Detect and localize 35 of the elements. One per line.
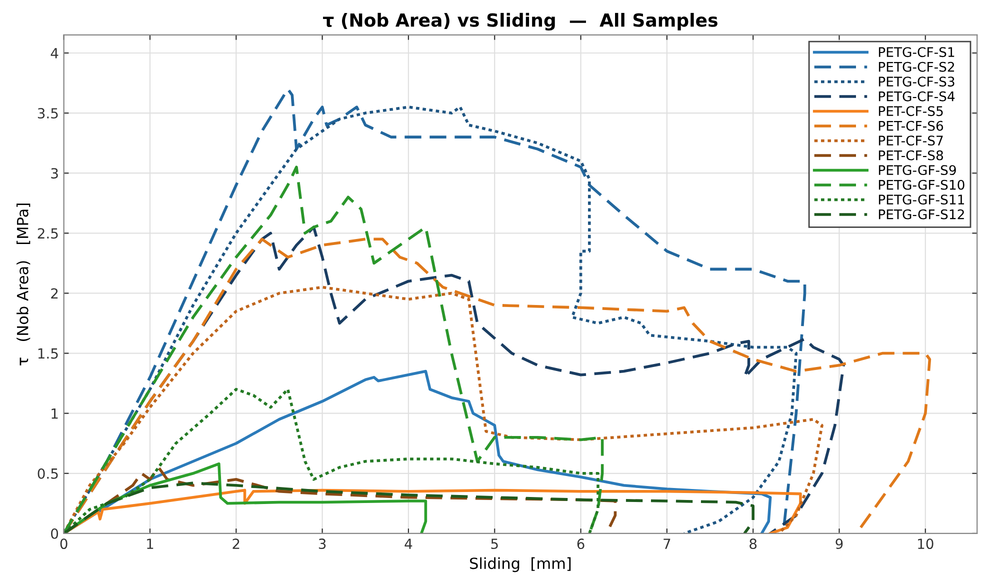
y-tick-label: 1 (52, 408, 58, 419)
x-tick-label: 5 (491, 538, 498, 550)
x-tick-label: 3 (318, 538, 326, 550)
legend-label: PET-CF-S6 (878, 120, 944, 131)
x-tick-label: 10 (918, 538, 934, 550)
legend-label: PETG-CF-S1 (878, 47, 954, 58)
x-tick-label: 6 (577, 538, 584, 550)
chart-title: τ (Nob Area) vs Sliding — All Samples (323, 12, 718, 31)
y-tick-label: 3.5 (38, 108, 58, 119)
x-tick-label: 0 (60, 538, 68, 550)
y-tick-label: 3 (51, 168, 58, 179)
x-tick-label: 8 (750, 538, 757, 550)
legend-label: PETG-GF-S12 (878, 209, 964, 220)
y-axis-title: τ (Nob Area) [MPa] (16, 204, 30, 366)
legend-label: PETG-GF-S10 (878, 180, 964, 190)
y-tick-label: 0 (51, 528, 58, 539)
legend-label: PETG-GF-S11 (878, 194, 964, 205)
x-tick-label: 9 (836, 538, 843, 550)
x-tick-label: 7 (664, 538, 670, 549)
x-tick-label: 1 (147, 538, 154, 549)
legend-label: PETG-CF-S2 (878, 62, 954, 72)
y-tick-label: 1.5 (38, 348, 58, 359)
legend-label: PET-CF-S8 (878, 150, 944, 160)
y-tick-label: 0.5 (38, 468, 58, 479)
legend-label: PETG-GF-S9 (878, 165, 956, 176)
legend-label: PET-CF-S5 (878, 106, 943, 116)
y-tick-label: 2.5 (38, 228, 58, 239)
legend-label: PET-CF-S7 (878, 136, 943, 146)
x-tick-label: 4 (404, 538, 412, 549)
x-axis-title: Sliding [mm] (470, 557, 571, 572)
x-tick-label: 2 (232, 538, 240, 549)
legend-label: PETG-CF-S4 (878, 91, 955, 102)
y-tick-label: 4 (50, 48, 58, 58)
y-tick-label: 2 (51, 288, 58, 298)
legend-label: PETG-CF-S3 (878, 76, 954, 87)
